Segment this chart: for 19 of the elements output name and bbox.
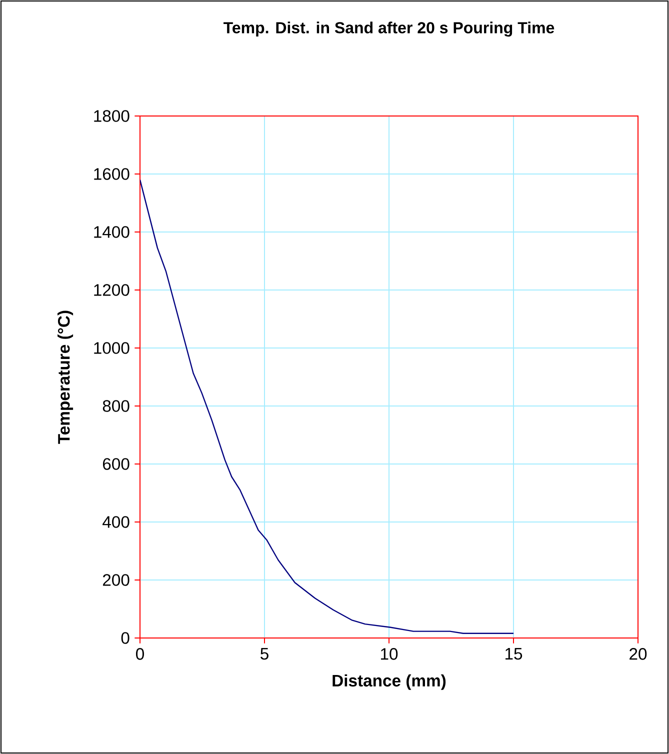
y-tick-label: 200 <box>102 574 130 586</box>
x-tick-label: 10 <box>381 648 398 660</box>
y-tick-label: 0 <box>121 632 130 644</box>
y-tick-label: 800 <box>102 400 130 412</box>
y-tick-label: 1600 <box>94 168 130 180</box>
y-tick-label: 1200 <box>94 284 130 296</box>
y-tick-label: 400 <box>102 516 130 528</box>
y-tick-label: 1000 <box>94 342 130 354</box>
x-tick-label: 20 <box>630 648 647 660</box>
y-tick-label: 1800 <box>94 110 130 122</box>
line-series <box>140 179 514 634</box>
x-axis-title: Distance (mm) <box>332 674 446 690</box>
x-tick-label: 15 <box>506 648 522 660</box>
y-axis-title: Temperature (°C) <box>58 310 74 444</box>
x-tick-label: 0 <box>136 648 144 660</box>
y-tick-label: 1400 <box>94 226 130 238</box>
x-tick-label: 5 <box>260 648 268 660</box>
y-tick-label: 600 <box>102 458 130 470</box>
chart-title: Temp. Dist. in Sand after 20 s Pouring Time <box>224 22 554 37</box>
